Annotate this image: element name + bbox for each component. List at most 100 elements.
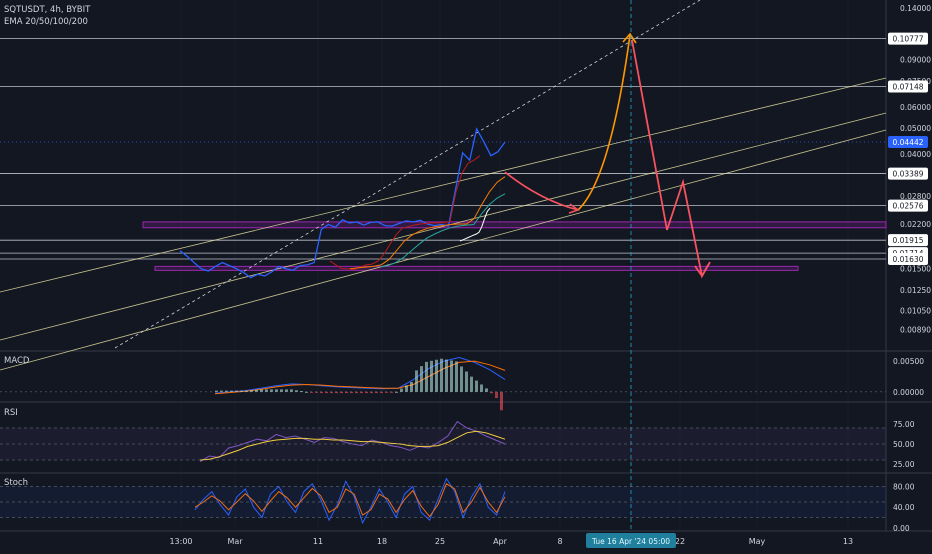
macd-hist-bar [415, 370, 418, 392]
macd-hist-bar [300, 391, 303, 393]
levels [0, 38, 886, 260]
macd-hist-bar [260, 389, 263, 392]
x-tick-label-9: 13 [843, 537, 853, 546]
ema200-line [459, 207, 491, 242]
rsi-tick-0: 75.00 [893, 420, 915, 429]
macd-hist-bar [470, 376, 473, 392]
y-tick-label-6: 0.02800 [900, 192, 931, 201]
projections [504, 0, 711, 531]
price-label-box-2 [888, 136, 928, 149]
macd-hist-bar [500, 391, 503, 411]
y-tick-label-1: 0.09000 [900, 56, 931, 65]
stoch-tick-1: 40.00 [893, 503, 915, 512]
macd-hist-bar [340, 391, 343, 394]
macd-hist-bar [280, 389, 283, 392]
price-label-7: 0.01630 [892, 255, 923, 264]
macd-hist-bar [325, 391, 328, 394]
ema20-line [329, 155, 481, 271]
macd-hist-bar [480, 384, 483, 392]
macd-hist-bar [350, 391, 353, 394]
macd-hist-bar [230, 390, 233, 392]
grid [0, 0, 932, 532]
price-label-box-4 [888, 199, 928, 212]
crosshair-time-label: Tue 16 Apr '24 05:00 [591, 537, 670, 546]
y-tick-label-8: 0.01500 [900, 265, 931, 274]
macd-hist-bar [405, 385, 408, 392]
macd-hist-bar [290, 389, 293, 392]
macd-hist-bar [310, 391, 313, 393]
y-tick-label-9: 0.01250 [900, 286, 931, 295]
macd-hist-bar [410, 382, 413, 392]
macd-tick-0: 0.00500 [893, 357, 924, 366]
rsi-tick-1: 50.00 [893, 440, 915, 449]
price-label-0: 0.10777 [892, 35, 923, 44]
macd-hist-bar [460, 366, 463, 392]
crosshair-time-box [586, 533, 676, 548]
zones [142, 221, 887, 271]
price-label-box-3 [888, 167, 928, 180]
macd-hist-bar [330, 391, 333, 394]
macd-hist-bar [365, 391, 368, 394]
y-tick-label-3: 0.06000 [900, 103, 931, 112]
macd-hist-bar [400, 388, 403, 392]
channels [0, 0, 887, 371]
zone-0 [142, 221, 887, 229]
macd-tick-1: 0.00000 [893, 388, 924, 397]
rsi-tick-2: 25.00 [893, 460, 915, 469]
zone-1 [154, 265, 799, 271]
pane-title-stoch: Stoch [4, 478, 28, 488]
macd-hist-bar [220, 390, 223, 392]
macd-hist-bar [265, 389, 268, 392]
x-tick-label-8: May [749, 537, 766, 546]
rsi-line [199, 420, 506, 463]
price-label-3: 0.03389 [892, 170, 923, 179]
macd-hist-bar [370, 391, 373, 394]
macd-hist-bar [285, 389, 288, 392]
macd-hist-bar [385, 391, 388, 393]
x-tick-label-0: 13:00 [169, 537, 192, 546]
macd-hist-bar [250, 390, 253, 392]
macd-hist-bar [465, 371, 468, 392]
macd-hist-bar [345, 391, 348, 394]
macd-hist-bar [305, 391, 308, 393]
y-tick-label-5: 0.04000 [900, 150, 931, 159]
price-label-box-0 [888, 32, 928, 45]
price-label-box-1 [888, 80, 928, 93]
x-tick-label-3: 18 [377, 537, 387, 546]
macd-hist-bar [240, 390, 243, 392]
legend-ema: EMA 20/50/100/200 [4, 17, 88, 27]
macd-hist-bar [360, 391, 363, 394]
y-tick-label-10: 0.01050 [900, 306, 931, 315]
macd-hist-bar [455, 361, 458, 392]
price-label-box-5 [888, 234, 928, 247]
macd-line [214, 356, 506, 394]
price-line [179, 127, 506, 279]
price-label-1: 0.07148 [892, 83, 923, 92]
arrow-head-down [694, 264, 709, 278]
x-tick-label-2: 11 [313, 537, 323, 546]
x-tick-label-4: 25 [435, 537, 445, 546]
stoch-k-line [194, 477, 506, 525]
x-tick-label-6: 8 [557, 537, 562, 546]
x-tick-label-1: Mar [227, 537, 243, 546]
macd-hist-bar [425, 361, 428, 392]
ema50-line [349, 176, 506, 270]
macd-hist-bar [485, 388, 488, 392]
macd-hist-bar [395, 391, 398, 393]
price-label-box-7 [888, 252, 928, 265]
macd-hist-bar [320, 391, 323, 394]
stoch-tick-0: 80.00 [893, 482, 915, 491]
stoch-tick-2: 0.00 [893, 524, 910, 533]
macd-hist-bar [255, 389, 258, 392]
macd-hist-bar [215, 390, 218, 392]
macd-hist-bar [275, 389, 278, 392]
pane-title-rsi: RSI [4, 408, 18, 418]
stoch-d-line [194, 483, 506, 518]
macd-hist-bar [315, 391, 318, 393]
channel-line-2 [0, 129, 887, 371]
rsi-ma-line [199, 430, 506, 461]
macd-hist-bar [225, 390, 228, 392]
